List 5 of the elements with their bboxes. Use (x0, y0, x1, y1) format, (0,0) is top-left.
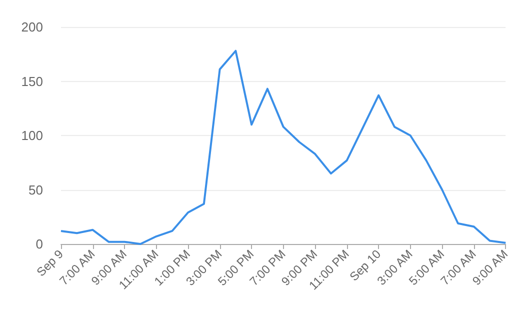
y-tick-label: 50 (28, 182, 43, 198)
y-tick-label: 150 (21, 74, 43, 89)
y-tick-label: 0 (36, 236, 43, 252)
y-tick-label: 100 (21, 128, 43, 143)
y-tick-label: 200 (21, 20, 43, 34)
